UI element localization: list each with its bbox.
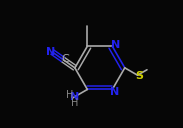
Text: C: C: [61, 54, 69, 64]
Text: H: H: [66, 90, 73, 100]
Text: N: N: [111, 87, 120, 97]
Text: S: S: [135, 71, 143, 81]
Text: N: N: [70, 92, 79, 102]
Text: N: N: [111, 40, 121, 50]
Text: N: N: [46, 47, 55, 57]
Text: H: H: [70, 98, 78, 108]
